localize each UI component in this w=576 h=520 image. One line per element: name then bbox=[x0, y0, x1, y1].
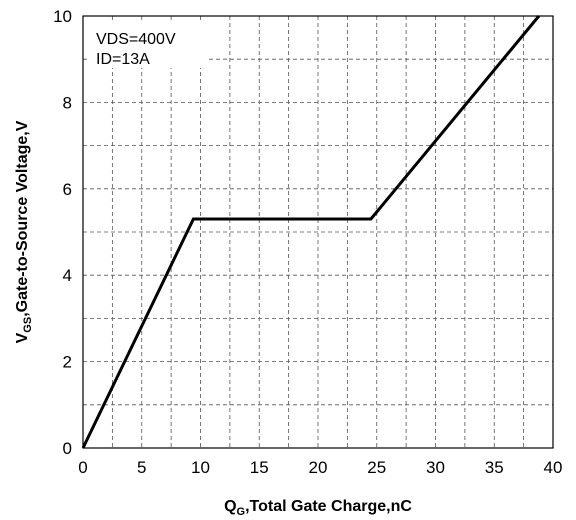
series-layer bbox=[81, 15, 541, 449]
x-tick-label: 25 bbox=[367, 458, 386, 477]
x-tick-label: 40 bbox=[544, 458, 563, 477]
y-tick-labels: 0 2 4 6 8 10 bbox=[53, 7, 72, 458]
y-tick-label: 10 bbox=[53, 7, 72, 26]
x-tick-label: 15 bbox=[250, 458, 269, 477]
y-tick-label: 4 bbox=[63, 266, 72, 285]
annotation-vds: VDS=400V bbox=[96, 31, 176, 48]
x-tick-labels: 0 5 10 15 20 25 30 35 40 bbox=[78, 458, 562, 477]
x-axis-label-sub: G bbox=[237, 506, 246, 518]
y-tick-label: 6 bbox=[63, 180, 72, 199]
y-axis-label-sub: GS bbox=[22, 317, 34, 333]
x-tick-label: 35 bbox=[485, 458, 504, 477]
x-axis-label: QG,Total Gate Charge,nC bbox=[224, 498, 412, 518]
x-axis-label-rest: ,Total Gate Charge,nC bbox=[245, 498, 412, 515]
y-tick-label: 8 bbox=[63, 93, 72, 112]
annotation-id: ID=13A bbox=[96, 51, 150, 68]
grid bbox=[83, 16, 553, 448]
x-tick-label: 20 bbox=[309, 458, 328, 477]
plot-frame bbox=[82, 15, 554, 449]
series-line bbox=[81, 15, 541, 449]
x-tick-label: 0 bbox=[78, 458, 87, 477]
y-tick-label: 2 bbox=[63, 353, 72, 372]
y-axis-label: VGS,Gate-to-Source Voltage,V bbox=[14, 120, 34, 343]
y-axis-label-main: V bbox=[14, 332, 31, 343]
x-tick-label: 10 bbox=[191, 458, 210, 477]
x-axis-label-main: Q bbox=[224, 498, 236, 515]
y-axis-label-rest: ,Gate-to-Source Voltage,V bbox=[14, 120, 31, 317]
annotation-box bbox=[88, 22, 208, 68]
x-tick-label: 5 bbox=[137, 458, 146, 477]
y-tick-label: 0 bbox=[63, 439, 72, 458]
x-tick-label: 30 bbox=[426, 458, 445, 477]
